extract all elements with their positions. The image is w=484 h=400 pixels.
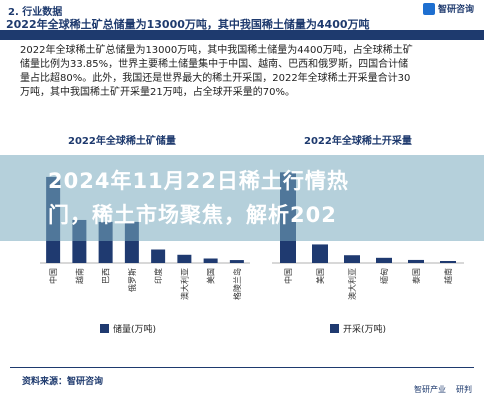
summary-paragraph: 2022年全球稀土矿总储量为13000万吨，其中我国稀土储量为4400万吨，占全…: [20, 44, 470, 100]
tick-label-3: 缅甸: [379, 268, 389, 284]
bar-3: [376, 257, 392, 263]
mining-chart-title: 2022年全球稀土开采量: [304, 136, 412, 147]
bar-6: [203, 258, 218, 263]
bar-7: [229, 260, 244, 263]
tick-label-2: 澳大利亚: [347, 268, 357, 300]
footer-divider: [10, 367, 474, 368]
bar-1: [312, 244, 328, 263]
tick-label-2: 巴西: [102, 268, 111, 284]
banner-line: 2024年11月22日稀土行情热: [48, 169, 349, 193]
mining-legend: 开采(万吨): [330, 322, 386, 335]
paragraph-line: 万吨，其中我国稀土矿开采量21万吨，占全球开采量的70%。: [20, 87, 295, 98]
logo-icon: [422, 2, 435, 15]
bar-4: [408, 259, 424, 263]
tick-label-0: 中国: [48, 268, 58, 284]
headline-row: 2022年全球稀土矿总储量为13000万吨，其中我国稀土储量为4400万吨: [0, 16, 484, 31]
tick-label-7: 格陵兰岛: [232, 268, 242, 300]
tick-label-1: 越南: [74, 268, 84, 284]
bar-5: [177, 254, 192, 263]
source-note: 资料来源：智研咨询: [22, 377, 104, 387]
banner-line: 门，稀土市场聚焦，解析202: [48, 203, 337, 227]
reserves-chart-title: 2022年全球稀土矿储量: [68, 136, 176, 147]
banner-text[interactable]: 2024年11月22日稀土行情热 门，稀土市场聚焦，解析202: [48, 164, 484, 232]
footer-logo-1: 智研产业: [414, 385, 446, 394]
legend-swatch: [100, 324, 109, 333]
tick-label-6: 美国: [206, 268, 216, 284]
paragraph-line: 2022年全球稀土矿总储量为13000万吨，其中我国稀土储量为4400万吨，占全…: [20, 45, 413, 56]
section-label: 2. 行业数据: [8, 7, 63, 18]
tick-label-0: 中国: [283, 268, 293, 284]
reserves-legend: 储量(万吨): [100, 322, 156, 335]
tick-label-3: 俄罗斯: [127, 268, 137, 292]
legend-label: 储量(万吨): [113, 325, 157, 335]
bar-5: [440, 261, 456, 263]
paragraph-line: 量占比超80%。此外，我国还是世界最大的稀土开采国，2022年全球稀土开采量合计…: [20, 73, 411, 84]
logo-text: 智研咨询: [437, 5, 474, 15]
headline-banner[interactable]: [0, 155, 484, 241]
headline: 2022年全球稀土矿总储量为13000万吨，其中我国稀土储量为4400万吨: [6, 18, 370, 31]
footer-logo-2: 研判: [456, 385, 472, 394]
legend-label: 开采(万吨): [343, 325, 387, 335]
tick-label-4: 印度: [153, 268, 163, 284]
bar-2: [344, 255, 360, 263]
header: 2. 行业数据 智研咨询 2022年全球稀土矿总储量为13000万吨，其中我国稀…: [0, 0, 484, 40]
tick-label-4: 泰国: [411, 268, 421, 284]
legend-swatch: [330, 324, 339, 333]
paragraph-line: 储量比例为33.85%，世界主要稀土储量集中于中国、越南、巴西和俄罗斯，四国合计…: [20, 59, 409, 70]
header-bar: [0, 30, 484, 40]
brand-logo: 智研咨询: [422, 2, 474, 15]
tick-label-1: 美国: [315, 268, 325, 284]
tick-label-5: 澳大利亚: [179, 268, 189, 300]
bar-4: [151, 249, 166, 263]
tick-label-5: 越南: [443, 268, 453, 284]
footer-logos: 智研产业 研判: [414, 384, 472, 395]
